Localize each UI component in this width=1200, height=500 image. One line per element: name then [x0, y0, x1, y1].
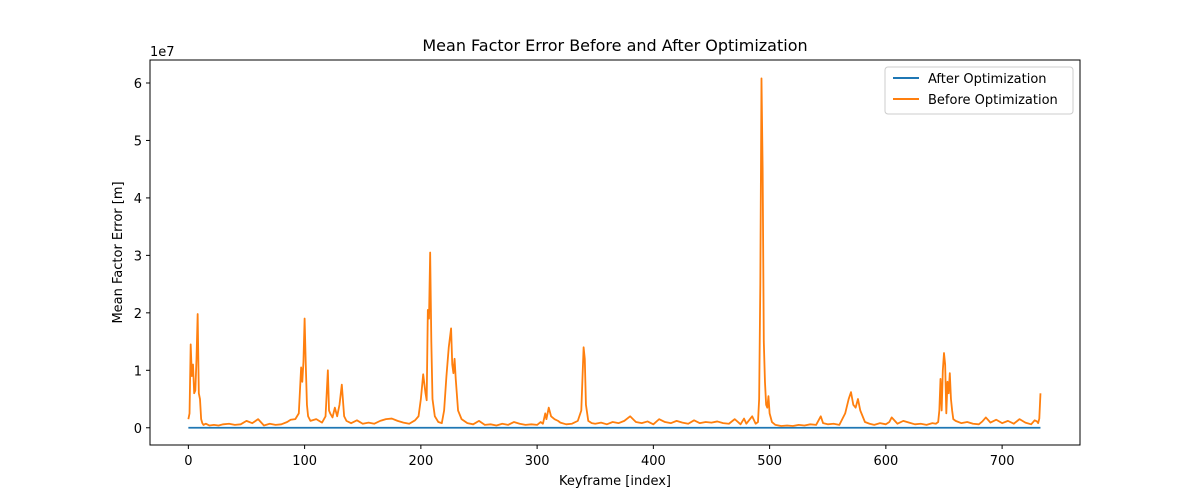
x-tick-label: 0 [184, 454, 192, 469]
y-tick-label: 1 [134, 364, 142, 379]
x-axis-ticks: 0 100 200 300 400 500 600 700 [184, 445, 1015, 469]
y-tick-label: 2 [134, 307, 142, 322]
x-tick-label: 600 [873, 454, 898, 469]
y-tick-label: 4 [134, 192, 142, 207]
x-tick-label: 100 [292, 454, 317, 469]
legend: After Optimization Before Optimization [884, 66, 1074, 115]
y-offset-label: 1e7 [150, 45, 175, 60]
x-tick-label: 500 [757, 454, 782, 469]
plot-frame [149, 59, 1081, 446]
x-axis-label: Keyframe [index] [559, 474, 671, 489]
series-layer [187, 77, 1042, 429]
y-tick-label: 3 [134, 249, 142, 264]
y-tick-label: 6 [134, 77, 142, 92]
y-axis-label: Mean Factor Error [m] [111, 181, 126, 323]
legend-box [884, 66, 1074, 115]
chart-title: Mean Factor Error Before and After Optim… [422, 36, 807, 55]
series-line-before-optimization [187, 77, 1042, 427]
y-tick-label: 5 [134, 134, 142, 149]
y-axis-ticks: 0 1 2 3 4 5 6 [134, 77, 150, 437]
legend-label-after-optimization: After Optimization [928, 72, 1047, 87]
x-tick-label: 700 [990, 454, 1015, 469]
x-tick-label: 200 [408, 454, 433, 469]
legend-label-before-optimization: Before Optimization [928, 93, 1058, 108]
y-tick-label: 0 [134, 422, 142, 437]
x-tick-label: 400 [641, 454, 666, 469]
x-tick-label: 300 [525, 454, 550, 469]
